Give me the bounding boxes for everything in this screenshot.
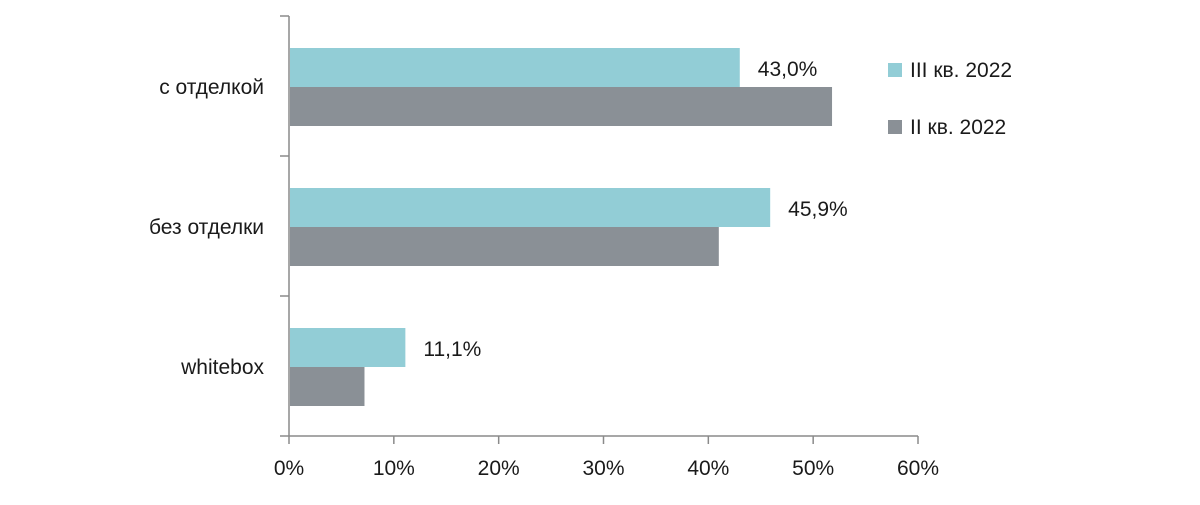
x-axis-tick-label: 60% — [897, 457, 939, 480]
x-axis-tick-label: 20% — [478, 457, 520, 480]
legend-swatch — [888, 120, 902, 134]
x-axis-tick-label: 30% — [582, 457, 624, 480]
data-label: 43,0% — [758, 58, 818, 81]
bar-iii-quarter — [290, 48, 740, 87]
chart-labels: 0% 10% 20% 30% 40% 50% 60% с отделкой 43,0% без о… — [149, 58, 939, 480]
x-axis-tick-label: 40% — [687, 457, 729, 480]
bar-ii-quarter — [290, 227, 719, 266]
chart-legend: III кв. 2022 II кв. 2022 — [888, 59, 1012, 139]
category-label: с отделкой — [159, 76, 264, 99]
data-label: 11,1% — [423, 338, 481, 361]
legend-swatch — [888, 63, 902, 77]
chart-bars — [290, 48, 833, 406]
category-label: без отделки — [149, 216, 264, 239]
bar-iii-quarter — [290, 188, 771, 227]
category-label: whitebox — [180, 356, 264, 379]
chart-axes — [280, 15, 919, 444]
bar-ii-quarter — [290, 367, 365, 406]
x-axis-tick-label: 50% — [792, 457, 834, 480]
data-label: 45,9% — [788, 198, 848, 221]
legend-label: III кв. 2022 — [910, 59, 1012, 82]
x-axis-tick-label: 0% — [274, 457, 304, 480]
bar-iii-quarter — [290, 328, 406, 367]
legend-label: II кв. 2022 — [910, 116, 1006, 139]
x-axis-tick-label: 10% — [373, 457, 415, 480]
bar-ii-quarter — [290, 87, 833, 126]
